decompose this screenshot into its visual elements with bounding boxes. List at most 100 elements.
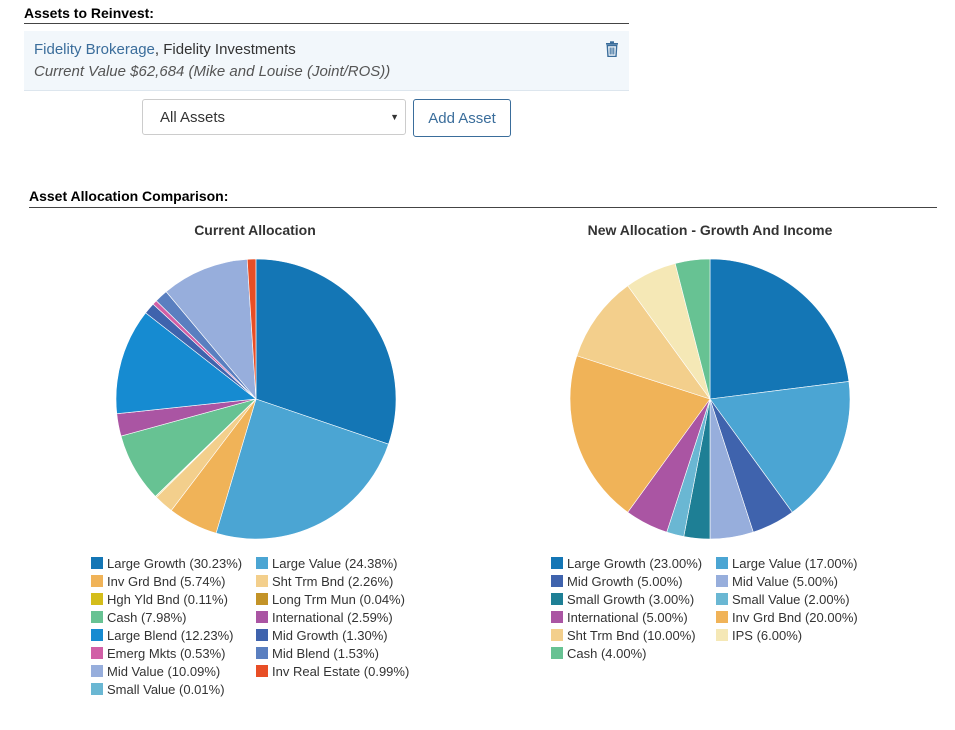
asset-institution: , Fidelity Investments (154, 41, 296, 58)
pie-slice-large-value (709, 381, 851, 513)
legend-item-inv-real-estate: Inv Real Estate (0.99%) (256, 663, 409, 681)
asset-value: Current Value $62,684 (Mike and Louise (… (34, 63, 391, 80)
pie-slice-mid-value (165, 258, 257, 400)
legend-swatch (551, 557, 563, 569)
legend-label: Mid Growth (5.00%) (567, 574, 683, 589)
legend-label: Large Growth (30.23%) (107, 556, 243, 571)
legend-swatch (551, 647, 563, 659)
legend-item-inv-grd-bnd: Inv Grd Bnd (20.00%) (716, 609, 858, 627)
legend-label: Small Value (2.00%) (732, 592, 850, 607)
trash-icon[interactable] (605, 41, 619, 57)
legend-label: Sht Trm Bnd (2.26%) (272, 574, 394, 589)
legend-item-mid-growth: Mid Growth (5.00%) (551, 573, 683, 591)
pie-slice-large-value (215, 398, 389, 540)
legend-label: Long Trm Mun (0.04%) (272, 592, 405, 607)
legend-item-cash: Cash (7.98%) (91, 609, 186, 627)
legend-label: Small Value (0.01%) (107, 682, 225, 697)
legend-label: Small Growth (3.00%) (567, 592, 695, 607)
legend-label: Cash (7.98%) (107, 610, 187, 625)
legend-swatch (716, 629, 728, 641)
legend-label: Sht Trm Bnd (10.00%) (567, 628, 696, 643)
legend-label: Inv Grd Bnd (20.00%) (732, 610, 858, 625)
legend-swatch (91, 665, 103, 677)
pie-slice-inv-real-estate (246, 258, 257, 400)
chevron-down-icon: ▼ (390, 112, 399, 122)
legend-item-mid-growth: Mid Growth (1.30%) (256, 627, 388, 645)
legend-label: International (5.00%) (567, 610, 688, 625)
legend-label: Mid Value (10.09%) (107, 664, 221, 679)
legend-item-large-growth: Large Growth (30.23%) (91, 555, 242, 573)
legend-item-small-growth: Small Growth (3.00%) (551, 591, 694, 609)
legend-label: Large Value (17.00%) (732, 556, 858, 571)
legend-swatch (716, 611, 728, 623)
pie-slice-large-growth (709, 258, 850, 400)
legend-item-emerg-mkts: Emerg Mkts (0.53%) (91, 645, 225, 663)
legend-label: Cash (4.00%) (567, 646, 647, 661)
legend-swatch (716, 557, 728, 569)
legend-label: Hgh Yld Bnd (0.11%) (107, 592, 228, 607)
pie-slice-inv-grd-bnd (569, 355, 711, 513)
legend-swatch (91, 683, 103, 695)
legend-swatch (91, 629, 103, 641)
current-allocation-pie (115, 258, 397, 540)
asset-heading: Fidelity Brokerage, Fidelity Investments (34, 41, 296, 58)
legend-item-large-growth: Large Growth (23.00%) (551, 555, 702, 573)
legend-swatch (256, 611, 268, 623)
legend-label: Emerg Mkts (0.53%) (107, 646, 226, 661)
current-allocation-title: Current Allocation (194, 222, 316, 238)
legend-swatch (91, 647, 103, 659)
legend-item-hgh-yld-bnd: Hgh Yld Bnd (0.11%) (91, 591, 228, 609)
comparison-divider (29, 207, 937, 208)
legend-label: Large Value (24.38%) (272, 556, 398, 571)
asset-card: Fidelity Brokerage, Fidelity Investments… (24, 31, 629, 91)
legend-label: Mid Blend (1.53%) (272, 646, 379, 661)
legend-swatch (91, 575, 103, 587)
pie-slice-large-growth (255, 258, 397, 445)
legend-item-international: International (5.00%) (551, 609, 688, 627)
legend-item-mid-value: Mid Value (10.09%) (91, 663, 220, 681)
legend-swatch (256, 665, 268, 677)
legend-item-inv-grd-bnd: Inv Grd Bnd (5.74%) (91, 573, 226, 591)
reinvest-title: Assets to Reinvest: (24, 5, 154, 21)
legend-label: Mid Growth (1.30%) (272, 628, 388, 643)
legend-swatch (91, 611, 103, 623)
legend-swatch (551, 629, 563, 641)
asset-filter-select[interactable]: All Assets ▼ (142, 99, 406, 135)
legend-label: Large Growth (23.00%) (567, 556, 703, 571)
legend-label: Inv Grd Bnd (5.74%) (107, 574, 226, 589)
asset-name-link[interactable]: Fidelity Brokerage (34, 41, 155, 58)
new-allocation-pie (569, 258, 851, 540)
legend-item-mid-value: Mid Value (5.00%) (716, 573, 838, 591)
pie-slice-large-blend (115, 312, 257, 415)
new-allocation-title: New Allocation - Growth And Income (587, 222, 833, 238)
legend-item-large-value: Large Value (17.00%) (716, 555, 858, 573)
legend-swatch (551, 611, 563, 623)
pie-slice-sht-trm-bnd (576, 285, 711, 400)
legend-item-international: International (2.59%) (256, 609, 393, 627)
legend-swatch (91, 557, 103, 569)
legend-swatch (716, 593, 728, 605)
legend-item-sht-trm-bnd: Sht Trm Bnd (10.00%) (551, 627, 696, 645)
add-asset-button[interactable]: Add Asset (413, 99, 511, 137)
legend-swatch (256, 593, 268, 605)
legend-swatch (256, 647, 268, 659)
legend-swatch (256, 575, 268, 587)
comparison-title: Asset Allocation Comparison: (29, 188, 229, 204)
legend-item-large-blend: Large Blend (12.23%) (91, 627, 233, 645)
legend-item-small-value: Small Value (2.00%) (716, 591, 850, 609)
current-allocation-legend: Large Growth (30.23%) Large Value (24.38%… (91, 555, 431, 705)
legend-item-mid-blend: Mid Blend (1.53%) (256, 645, 379, 663)
legend-label: Large Blend (12.23%) (107, 628, 234, 643)
legend-item-sht-trm-bnd: Sht Trm Bnd (2.26%) (256, 573, 393, 591)
legend-label: International (2.59%) (272, 610, 393, 625)
legend-item-large-value: Large Value (24.38%) (256, 555, 398, 573)
legend-item-cash: Cash (4.00%) (551, 645, 646, 663)
legend-label: Inv Real Estate (0.99%) (272, 664, 410, 679)
legend-swatch (256, 629, 268, 641)
legend-swatch (91, 593, 103, 605)
legend-item-ips: IPS (6.00%) (716, 627, 802, 645)
legend-swatch (551, 575, 563, 587)
legend-swatch (716, 575, 728, 587)
legend-swatch (551, 593, 563, 605)
new-allocation-legend: Large Growth (23.00%) Large Value (17.00%… (551, 555, 891, 675)
